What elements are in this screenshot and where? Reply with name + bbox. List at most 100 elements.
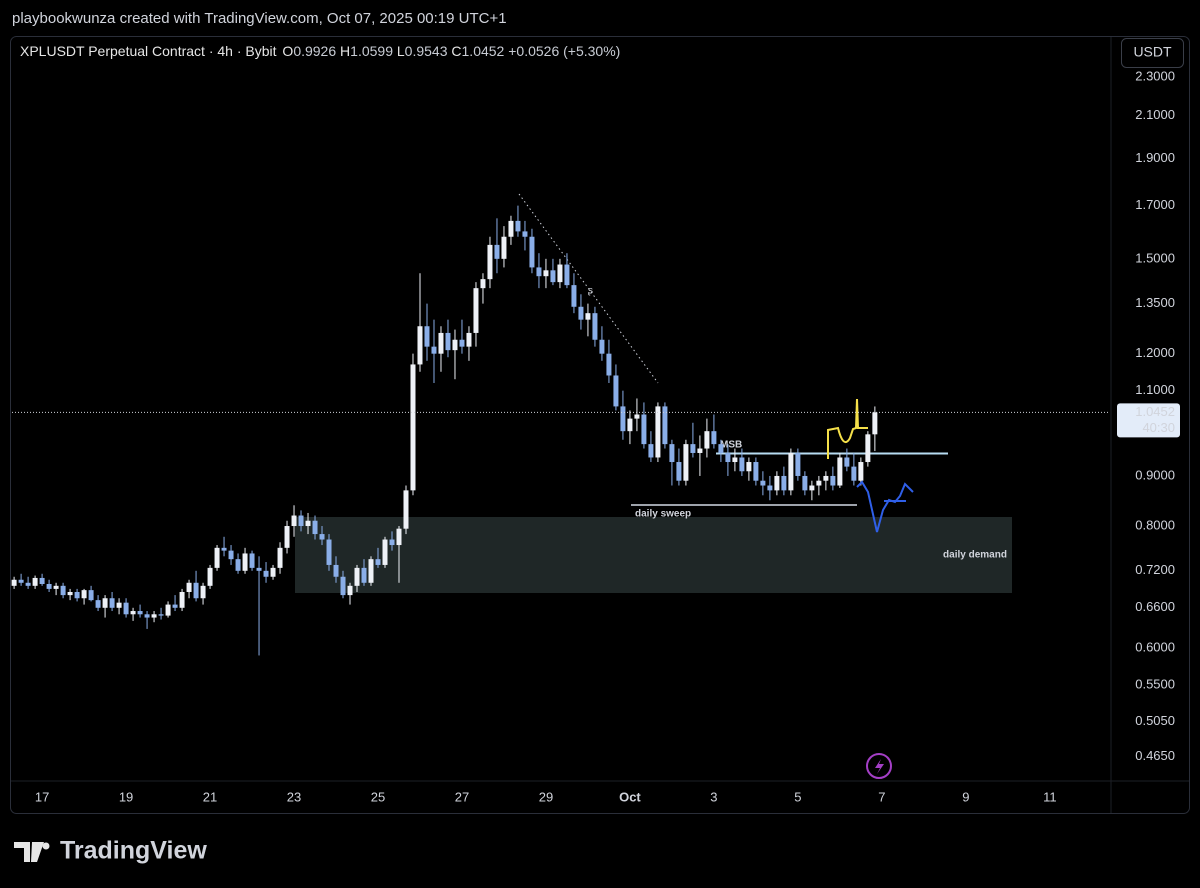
candle-body — [347, 585, 353, 596]
candle-body — [102, 598, 108, 608]
candle-body — [256, 567, 262, 571]
candle-body — [753, 462, 759, 481]
candle-body — [634, 414, 640, 419]
y-tick-label: 0.5050 — [1135, 713, 1175, 728]
y-tick-label: 1.3500 — [1135, 295, 1175, 310]
candle-body — [865, 434, 871, 463]
candle-body — [179, 591, 185, 608]
legend-key: L — [397, 43, 405, 59]
candle-body — [508, 220, 514, 237]
candle-body — [67, 591, 73, 596]
candle-body — [781, 475, 787, 491]
candle-body — [25, 582, 31, 586]
projection-drawing — [856, 480, 914, 533]
candle-body — [333, 564, 339, 577]
candle-body — [193, 582, 199, 599]
y-tick-label: 1.2000 — [1135, 345, 1175, 360]
candle-body — [522, 231, 528, 237]
candle-body — [123, 602, 129, 615]
legend-key: O — [282, 43, 293, 59]
alert-icon[interactable] — [866, 753, 892, 779]
brand-name: TradingView — [60, 837, 207, 865]
candle-body — [438, 332, 444, 354]
candle-body — [501, 236, 507, 259]
candle-body — [480, 279, 486, 289]
projection-drawing — [827, 398, 868, 459]
candle-body — [844, 457, 850, 467]
currency-label: USDT — [1133, 44, 1172, 60]
candle-body — [711, 431, 717, 445]
candle-body — [312, 520, 318, 535]
y-tick-label: 0.6000 — [1135, 640, 1175, 655]
x-tick-label: 9 — [962, 789, 969, 804]
currency-button[interactable] — [1121, 38, 1184, 68]
candle-body — [88, 590, 94, 601]
candle-body — [368, 559, 374, 583]
legend-change: +0.0526 (+5.30%) — [508, 43, 620, 59]
candle-body — [529, 236, 535, 268]
plot — [11, 205, 878, 656]
candle-body — [543, 270, 549, 277]
candle-body — [424, 326, 430, 347]
candle-body — [473, 288, 479, 333]
candle-body — [732, 457, 738, 463]
candle-body — [809, 485, 815, 491]
x-tick-label: 11 — [1043, 789, 1057, 804]
candle-body — [578, 306, 584, 320]
y-tick-label: 2.1000 — [1135, 107, 1175, 122]
x-tick-label: 23 — [287, 789, 301, 804]
candle-body — [396, 528, 402, 546]
candle-body — [823, 475, 829, 481]
candle-body — [872, 412, 878, 435]
candle-body — [277, 547, 283, 568]
demand-zone — [295, 517, 1012, 593]
y-tick-label: 1.9000 — [1135, 150, 1175, 165]
candle-body — [291, 515, 297, 527]
candle-body — [172, 604, 178, 608]
candle-body — [683, 444, 689, 481]
x-tick-label: 25 — [371, 789, 385, 804]
candle-body — [830, 475, 836, 486]
annotation: MSB — [720, 440, 742, 451]
candle-body — [858, 462, 864, 481]
candle-body — [760, 480, 766, 486]
legend-value: 1.0599 — [350, 43, 393, 59]
candle-body — [151, 614, 157, 618]
x-tick-label: 27 — [455, 789, 469, 804]
candle-body — [536, 267, 542, 277]
brand-logo-dot — [42, 842, 50, 850]
candle-body — [11, 579, 17, 586]
candle-body — [669, 444, 675, 463]
candle-body — [676, 462, 682, 481]
x-tick-label: 21 — [203, 789, 217, 804]
candle-body — [655, 406, 661, 458]
legend-value: 1.0452 — [462, 43, 505, 59]
annotation: daily sweep — [635, 509, 691, 520]
y-tick-label: 0.9000 — [1135, 467, 1175, 482]
candle-body — [249, 553, 255, 568]
candle-body — [361, 567, 367, 583]
candle-body — [851, 466, 857, 481]
y-tick-label: 1.5000 — [1135, 250, 1175, 265]
candle-body — [802, 475, 808, 491]
candle-body — [375, 559, 381, 565]
candle-body — [641, 414, 647, 445]
last-price-box — [1117, 403, 1180, 438]
candle-body — [130, 611, 136, 615]
candle-body — [46, 584, 52, 589]
candle-body — [739, 457, 745, 472]
candle-body — [74, 591, 80, 599]
legend: XPLUSDT Perpetual Contract · 4h · Bybit … — [20, 43, 620, 59]
candle-body — [788, 452, 794, 491]
x-tick-label: 17 — [35, 789, 49, 804]
candle-body — [32, 577, 38, 586]
candle-body — [326, 539, 332, 565]
candle-body — [774, 475, 780, 491]
y-tick-label: 0.5500 — [1135, 677, 1175, 692]
y-tick-label: 0.4650 — [1135, 748, 1175, 763]
candle-body — [564, 264, 570, 286]
candle-body — [354, 567, 360, 586]
candle-body — [459, 339, 465, 347]
